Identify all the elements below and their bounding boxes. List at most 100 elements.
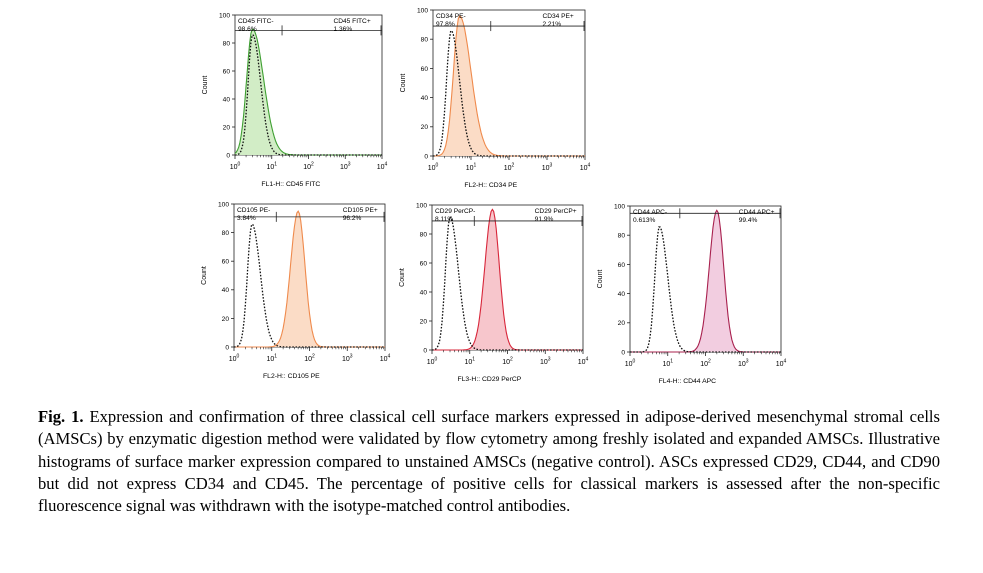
y-tick-label: 0	[621, 349, 625, 356]
y-tick-label: 40	[222, 287, 230, 294]
histogram-panel-cd34: CD34 PE-97.8% CD34 PE+2.21% 0 20 40 60 80 100 Co…	[400, 7, 591, 189]
x-tick-label: 100	[427, 357, 438, 367]
y-axis-label: Count	[202, 76, 209, 95]
y-tick-label: 20	[618, 320, 626, 327]
x-tick-label: 104	[776, 359, 787, 369]
x-tick-label: 102	[502, 357, 513, 367]
y-tick-label: 20	[223, 124, 231, 131]
x-tick-label: 100	[625, 359, 636, 369]
x-axis-label: FL1-H:: CD45 FITC	[261, 181, 320, 188]
y-tick-label: 60	[421, 66, 429, 73]
y-tick-label: 100	[416, 202, 427, 209]
y-tick-label: 40	[223, 96, 231, 103]
histogram-panel-cd44: CD44 APC-0.613% CD44 APC+99.4% 0 20 40 60 80 10…	[597, 203, 787, 385]
y-axis-label: Count	[201, 266, 208, 285]
x-tick-label: 102	[304, 354, 315, 364]
x-tick-label: 102	[303, 162, 314, 172]
y-tick-label: 0	[226, 152, 230, 159]
x-tick-label: 101	[266, 162, 277, 172]
x-axis-label: FL2-H:: CD105 PE	[263, 373, 320, 380]
x-tick-label: 100	[229, 354, 240, 364]
gate-negative-percent: 8.11%	[435, 216, 453, 223]
gate-negative-label: CD29 PerCP-	[435, 208, 475, 215]
x-tick-label: 102	[504, 163, 515, 173]
y-tick-label: 40	[618, 291, 626, 298]
x-tick-label: 103	[542, 163, 553, 173]
gate-positive-percent: 1.36%	[333, 26, 352, 33]
x-tick-label: 100	[428, 163, 439, 173]
isotype-control-histogram	[431, 216, 583, 351]
x-tick-label: 101	[266, 354, 277, 364]
gate-positive-percent: 2.21%	[542, 21, 561, 28]
y-axis-label: Count	[399, 268, 406, 287]
x-tick-label: 103	[738, 359, 749, 369]
gate-negative-percent: 0.613%	[633, 217, 656, 224]
x-axis-label: FL4-H:: CD44 APC	[659, 378, 717, 385]
y-tick-label: 100	[417, 7, 428, 14]
y-tick-label: 80	[223, 40, 231, 47]
y-tick-label: 80	[420, 231, 428, 238]
y-tick-label: 20	[222, 316, 230, 323]
gate-negative-label: CD44 APC-	[633, 209, 667, 216]
y-tick-label: 100	[218, 201, 229, 208]
gate-positive-label: CD44 APC+	[739, 209, 775, 216]
x-axis-label: FL3-H:: CD29 PerCP	[457, 376, 521, 383]
gate-positive-percent: 99.4%	[739, 217, 758, 224]
histogram-panel-cd105: CD105 PE-3.84% CD105 PE+96.2% 0 20 40 60 80 100…	[201, 201, 391, 380]
stained-histogram-fill	[235, 29, 382, 155]
isotype-control-histogram	[630, 226, 781, 353]
gate-positive-label: CD34 PE+	[542, 13, 573, 20]
y-axis-label: Count	[597, 270, 604, 289]
y-tick-label: 100	[219, 12, 230, 19]
gate-positive-label: CD29 PerCP+	[535, 208, 577, 215]
x-tick-label: 104	[377, 162, 388, 172]
y-tick-label: 60	[223, 68, 231, 75]
x-tick-label: 104	[578, 357, 589, 367]
stained-histogram-fill	[630, 210, 781, 352]
gate-positive-label: CD45 FITC+	[333, 18, 370, 25]
y-tick-label: 40	[420, 289, 428, 296]
caption-text: Expression and confirmation of three cla…	[38, 407, 940, 516]
plot-frame	[431, 204, 584, 351]
stained-histogram-line	[630, 209, 781, 353]
y-tick-label: 0	[423, 347, 427, 354]
y-tick-label: 0	[424, 153, 428, 160]
gate-positive-percent: 91.9%	[535, 216, 554, 223]
gate-negative-percent: 97.8%	[436, 21, 455, 28]
y-tick-label: 80	[421, 37, 429, 44]
caption-label: Fig. 1.	[38, 407, 84, 426]
stained-histogram-fill	[433, 15, 585, 156]
y-tick-label: 100	[614, 203, 625, 210]
x-tick-label: 102	[700, 359, 711, 369]
y-tick-label: 60	[420, 260, 428, 267]
x-axis-label: FL2-H:: CD34 PE	[464, 182, 517, 189]
y-axis-label: Count	[400, 74, 407, 93]
y-tick-label: 80	[222, 230, 230, 237]
x-tick-label: 101	[464, 357, 475, 367]
gate-positive-percent: 96.2%	[343, 215, 362, 222]
gate-positive-label: CD105 PE+	[343, 207, 378, 214]
y-tick-label: 40	[421, 95, 429, 102]
flow-cytometry-figure: CD45 FITC-98.6% CD45 FITC+1.36% 0 20 40 60 80 1…	[201, 7, 787, 385]
x-tick-label: 101	[466, 163, 477, 173]
y-tick-label: 80	[618, 233, 626, 240]
stained-histogram-fill	[234, 211, 385, 347]
x-tick-label: 104	[580, 163, 591, 173]
gate-negative-label: CD105 PE-	[237, 207, 270, 214]
histogram-panel-cd45: CD45 FITC-98.6% CD45 FITC+1.36% 0 20 40 60 80 1…	[202, 12, 388, 188]
y-tick-label: 60	[618, 262, 626, 269]
y-tick-label: 0	[225, 344, 229, 351]
x-tick-label: 100	[230, 162, 241, 172]
histogram-panel-cd29: CD29 PerCP-8.11% CD29 PerCP+91.9% 0 20 40 60 8…	[399, 202, 589, 383]
x-tick-label: 101	[662, 359, 673, 369]
x-tick-label: 103	[340, 162, 351, 172]
y-tick-label: 20	[421, 124, 429, 131]
x-tick-label: 103	[342, 354, 353, 364]
gate-negative-label: CD34 PE-	[436, 13, 466, 20]
x-tick-label: 104	[380, 354, 391, 364]
x-tick-label: 103	[540, 357, 551, 367]
y-tick-label: 60	[222, 259, 230, 266]
figure-caption: Fig. 1. Expression and confirmation of t…	[38, 406, 940, 517]
y-tick-label: 20	[420, 318, 428, 325]
gate-negative-label: CD45 FITC-	[238, 18, 274, 25]
